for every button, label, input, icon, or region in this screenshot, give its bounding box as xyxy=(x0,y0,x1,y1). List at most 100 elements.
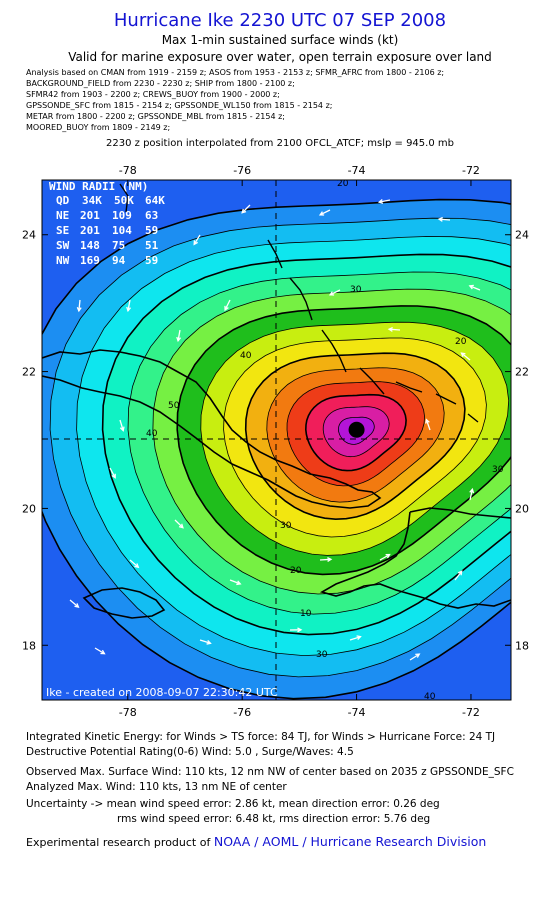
destructive-potential-line: Destructive Potential Rating(0-6) Wind: … xyxy=(26,746,354,758)
analysis-line: Analysis based on CMAN from 1919 - 2159 … xyxy=(26,68,445,77)
wind-vector-arrow-head xyxy=(119,426,125,432)
wind-vector-arrow xyxy=(438,218,451,221)
credit-org-link[interactable]: NOAA / AOML / Hurricane Research Divisio… xyxy=(213,834,487,849)
x-tick-label-top: -76 xyxy=(233,164,251,177)
wind-vector-arrow-head xyxy=(468,284,474,290)
ike-energy-line: Integrated Kinetic Energy: for Winds > T… xyxy=(26,731,496,743)
wind-vector-arrow-head xyxy=(111,473,116,479)
wind-vector-arrow-head xyxy=(193,240,198,246)
wind-vector-arrow xyxy=(329,289,341,296)
wind-vector-arrow xyxy=(379,554,390,561)
wind-vector-arrow xyxy=(199,639,211,644)
wind-vector-arrow xyxy=(109,467,116,479)
wind-vector-arrow xyxy=(319,558,332,561)
wind-radii-row-se: SE 201 104 59 xyxy=(56,224,158,237)
contour-label: 30 xyxy=(280,521,292,531)
wind-vector-arrow xyxy=(409,653,420,661)
analysis-line: GPSSONDE_SFC from 1815 - 2154 z; GPSSOND… xyxy=(26,101,333,110)
wind-vector-arrow-head xyxy=(134,563,140,569)
wind-vector-arrow-head xyxy=(236,580,242,586)
analyzed-max-wind-line: Analyzed Max. Wind: 110 kts, 13 nm NE of… xyxy=(26,781,287,793)
wind-radii-table: WIND RADII (NM) QD 34K 50K 64K NE 201 109 63 S… xyxy=(49,180,165,267)
wind-vectors xyxy=(69,199,481,661)
x-tick-label-top: -74 xyxy=(348,164,366,177)
wind-vector-arrow-head xyxy=(297,627,303,633)
x-tick-label-top: -72 xyxy=(462,164,480,177)
y-tick-label-left: 20 xyxy=(22,502,36,515)
cuba-coastline xyxy=(42,349,382,509)
observed-max-wind-line: Observed Max. Surface Wind: 110 kts, 12 … xyxy=(26,766,514,778)
position-note: 2230 z position interpolated from 2100 O… xyxy=(106,138,454,149)
wind-vector-arrow xyxy=(69,599,79,608)
wind-vector-arrow xyxy=(461,352,471,361)
subtitle-exposure: Valid for marine exposure over water, op… xyxy=(68,50,492,64)
wind-vector-arrow-head xyxy=(241,208,247,214)
wind-vector-arrow xyxy=(388,328,401,331)
wind-vector-arrow xyxy=(94,647,105,655)
wind-field-map: 20 30 40 50 40 30 20 10 30 40 30 20 -78 -78 -76 -76 -74… xyxy=(22,164,529,719)
wind-vector-arrow xyxy=(425,419,431,431)
contour-label: 30 xyxy=(492,465,504,475)
wind-vector-arrow xyxy=(129,559,139,568)
wind-vector-arrow xyxy=(469,489,474,501)
bahamas-islands xyxy=(119,183,479,423)
plot-frame xyxy=(41,179,512,701)
uncertainty-rms-line: rms wind speed error: 6.48 kt, rms direc… xyxy=(117,813,431,825)
wind-vector-arrow-head xyxy=(415,653,421,658)
y-tick-label-left: 24 xyxy=(22,229,36,242)
uncertainty-line: Uncertainty -> mean wind speed error: 2.… xyxy=(26,798,440,810)
wind-vector-arrow xyxy=(127,299,131,311)
wind-vector-arrow-head xyxy=(206,639,212,645)
analysis-line: SFMR42 from 1903 - 2200 z; CREWS_BUOY fr… xyxy=(26,90,280,99)
wind-vector-arrow xyxy=(319,209,331,216)
wind-vector-arrow xyxy=(241,204,251,214)
contour-label: 20 xyxy=(455,337,467,347)
wind-vector-arrow-head xyxy=(327,557,333,562)
axis-ticks: -78 -78 -76 -76 -74 -74 -72 -72 24 24 22 22 20 20 18 18 xyxy=(22,164,529,719)
x-tick-label-bottom: -74 xyxy=(348,706,366,719)
wind-vector-arrow xyxy=(469,285,481,291)
contour-label: 20 xyxy=(337,179,349,189)
hispaniola-coastline xyxy=(319,507,511,609)
wind-vector-arrow xyxy=(78,299,81,312)
wind-vector-arrow xyxy=(349,636,361,641)
contour-label: 10 xyxy=(300,609,312,619)
wind-radii-row-ne: NE 201 109 63 xyxy=(56,209,158,222)
wind-vector-arrow xyxy=(224,299,231,311)
y-tick-label-right: 20 xyxy=(515,502,529,515)
wind-vector-arrow-head xyxy=(425,418,430,424)
contour-label: 30 xyxy=(316,650,328,660)
contour-label: 40 xyxy=(240,351,252,361)
wind-radii-row-sw: SW 148 75 51 xyxy=(56,239,159,252)
x-tick-label-top: -78 xyxy=(119,164,137,177)
contour-label: 40 xyxy=(146,429,158,439)
wind-vector-arrow-head xyxy=(469,487,475,494)
contour-label: 30 xyxy=(350,285,362,295)
x-tick-label-bottom: -78 xyxy=(119,706,137,719)
wind-vector-arrow-head xyxy=(224,305,229,312)
wind-vector-arrow-head xyxy=(74,603,80,608)
jamaica-coastline xyxy=(82,587,166,619)
wind-vector-arrow xyxy=(174,519,184,529)
storm-center-marker xyxy=(348,421,365,438)
wind-vector-arrow xyxy=(193,234,201,245)
wind-vector-arrow xyxy=(454,570,463,581)
wind-radii-title: WIND RADII (NM) xyxy=(49,180,148,193)
subtitle-wind-type: Max 1-min sustained surface winds (kt) xyxy=(161,33,399,47)
wind-vector-arrow-head xyxy=(176,336,182,343)
wind-radii-header: QD 34K 50K 64K xyxy=(56,194,165,207)
wind-vector-arrow xyxy=(379,199,391,203)
coastlines xyxy=(42,183,511,619)
wind-vector-arrow xyxy=(229,579,241,585)
wind-vector-arrow-head xyxy=(356,635,362,641)
wind-vector-arrow-head xyxy=(457,570,463,576)
wind-vector-arrow xyxy=(119,419,124,431)
credit-prefix: Experimental research product of xyxy=(26,836,214,849)
wind-vector-arrow-head xyxy=(126,306,132,313)
analysis-line: BACKGROUND_FIELD from 2230 - 2230 z; SHI… xyxy=(26,79,295,88)
analysis-line: MOORED_BUOY from 1809 - 2149 z; xyxy=(26,123,171,132)
credit-line: Experimental research product of NOAA / … xyxy=(26,834,486,849)
wind-vector-arrow-head xyxy=(318,211,325,216)
y-tick-label-left: 22 xyxy=(22,366,36,379)
contour-label: 40 xyxy=(424,692,436,702)
